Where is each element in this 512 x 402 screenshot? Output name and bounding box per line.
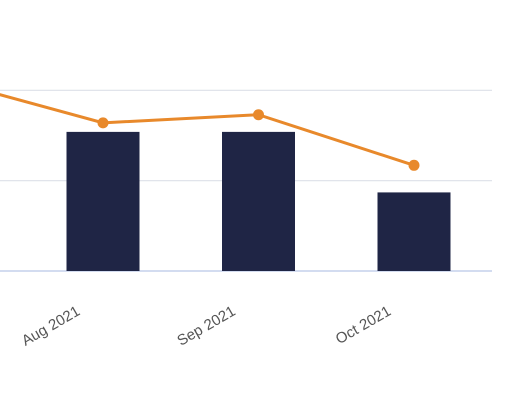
line [0, 93, 415, 167]
line-point [408, 159, 420, 171]
x-tick-label: Oct 2021 [333, 303, 394, 348]
line-point [97, 117, 109, 129]
bar [222, 131, 295, 271]
line-point [253, 109, 264, 121]
bar [66, 131, 140, 271]
bar [377, 192, 451, 271]
plot-area [0, 93, 451, 271]
x-tick-label: Aug 2021 [19, 303, 83, 350]
x-tick-label: Sep 2021 [174, 303, 238, 350]
